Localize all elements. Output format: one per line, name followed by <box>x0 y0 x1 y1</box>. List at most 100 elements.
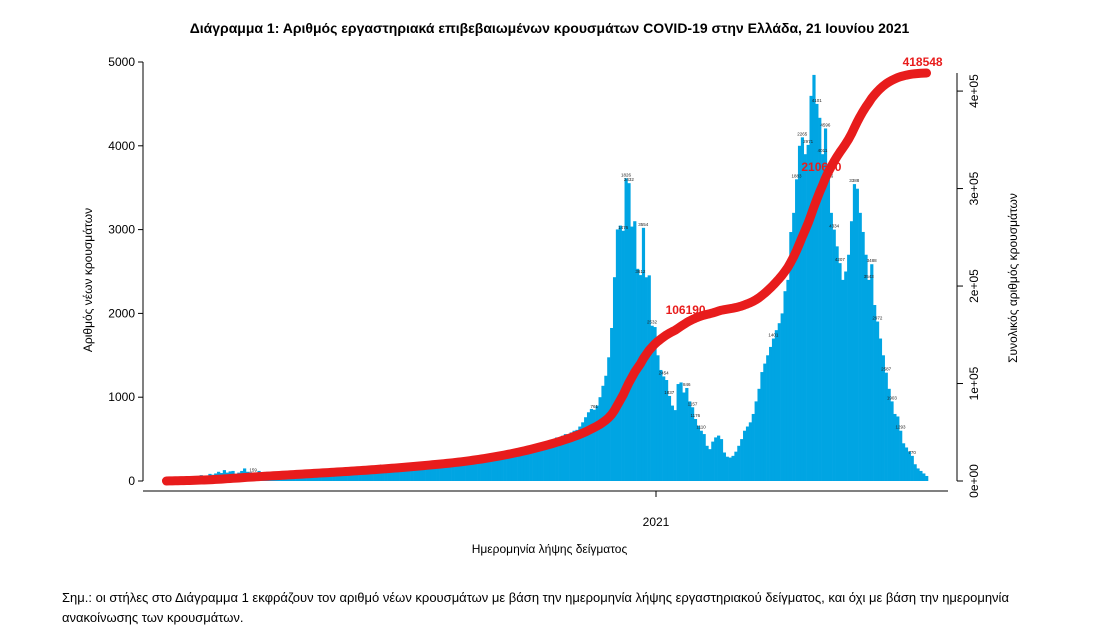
bar <box>792 212 796 481</box>
bar <box>682 392 686 481</box>
bar <box>841 279 845 481</box>
bar-value-label: 770 <box>908 450 916 455</box>
bar <box>676 384 680 481</box>
bar-value-label: 1903 <box>887 395 898 400</box>
bar <box>633 221 637 481</box>
bar <box>665 380 669 481</box>
cumulative-annotation: 106190 <box>666 303 706 317</box>
bar <box>728 457 732 481</box>
bar <box>514 450 518 481</box>
bar <box>433 468 437 481</box>
y-tick-label: 2000 <box>108 306 135 320</box>
bar-value-label: 2587 <box>881 367 892 372</box>
bar <box>404 468 409 481</box>
bar <box>789 232 793 481</box>
bar-value-label: 1826 <box>621 172 632 177</box>
bar-value-label: 4334 <box>829 224 840 229</box>
bar <box>803 154 807 481</box>
bar <box>529 445 533 481</box>
bar <box>699 430 703 481</box>
bar <box>800 137 805 481</box>
bar <box>546 440 550 481</box>
bar <box>612 277 617 481</box>
bar <box>624 178 628 481</box>
axes: 0 1000 2000 3000 4000 5000 2021 0e+00 1e+05 2e+05… <box>108 55 981 529</box>
bar <box>737 445 741 481</box>
bar <box>471 460 475 481</box>
bar <box>468 461 472 481</box>
bar <box>826 179 831 481</box>
cumulative-annotations: 106190 210600 418548 <box>666 55 943 317</box>
bar <box>508 453 513 481</box>
bar <box>387 470 391 481</box>
bar <box>494 455 498 481</box>
bar <box>451 465 455 481</box>
bar <box>491 458 495 481</box>
bar <box>396 470 400 481</box>
bar <box>783 291 787 481</box>
bar <box>884 372 888 481</box>
bar <box>390 470 394 481</box>
bar <box>922 473 926 481</box>
bar <box>349 471 354 481</box>
bar <box>890 401 894 481</box>
bar <box>638 275 643 481</box>
bar <box>604 375 608 481</box>
bar <box>722 452 726 481</box>
bar-value-label: 3388 <box>849 178 860 183</box>
bar-value-label: 1157 <box>688 401 698 406</box>
bar <box>691 407 695 481</box>
bar <box>439 466 443 481</box>
cumulative-annotation: 418548 <box>903 55 943 69</box>
bar <box>621 230 625 481</box>
bar-value-label: 2532 <box>647 320 658 325</box>
bar-value-label: 2432 <box>624 177 635 182</box>
bar <box>373 471 377 481</box>
bar-value-label: 761 <box>590 404 598 409</box>
bar-value-label: 4596 <box>820 123 831 128</box>
bar <box>465 463 469 481</box>
bar <box>870 264 874 481</box>
bar <box>748 422 752 481</box>
bar <box>688 401 692 481</box>
bar <box>832 229 836 481</box>
bar <box>647 275 651 481</box>
bar <box>419 468 423 481</box>
bar <box>719 439 724 481</box>
bar <box>506 452 510 481</box>
bar <box>367 470 371 481</box>
bar <box>904 447 909 481</box>
x-tick-label: 2021 <box>643 515 670 529</box>
bar <box>887 388 891 481</box>
bar <box>829 212 833 481</box>
bar <box>364 471 368 481</box>
y-tick-label: 1000 <box>108 390 135 404</box>
bar <box>445 466 449 481</box>
bar <box>549 441 553 481</box>
bar <box>552 439 556 481</box>
bar <box>864 254 868 481</box>
bar-value-label: 1837 <box>664 390 675 395</box>
bar <box>480 459 484 481</box>
bar <box>858 212 862 481</box>
bar <box>896 416 900 481</box>
bar <box>818 117 822 481</box>
bar <box>598 397 602 481</box>
bar <box>769 346 773 481</box>
bar <box>401 468 406 481</box>
bar <box>650 325 654 481</box>
bar <box>485 457 489 481</box>
footnote: Σημ.: οι στήλες στο Διάγραμμα 1 εκφράζου… <box>62 590 1009 625</box>
bar <box>584 417 588 481</box>
bar-value-label: 846 <box>683 382 691 387</box>
bar <box>702 434 706 481</box>
bar <box>627 183 631 482</box>
bar <box>497 455 501 481</box>
bar <box>425 467 429 481</box>
bar <box>745 426 750 481</box>
bar <box>610 327 614 481</box>
bar-value-label: 3612 <box>635 269 646 274</box>
bar <box>797 145 802 482</box>
bar <box>523 447 527 481</box>
bar <box>563 434 568 481</box>
